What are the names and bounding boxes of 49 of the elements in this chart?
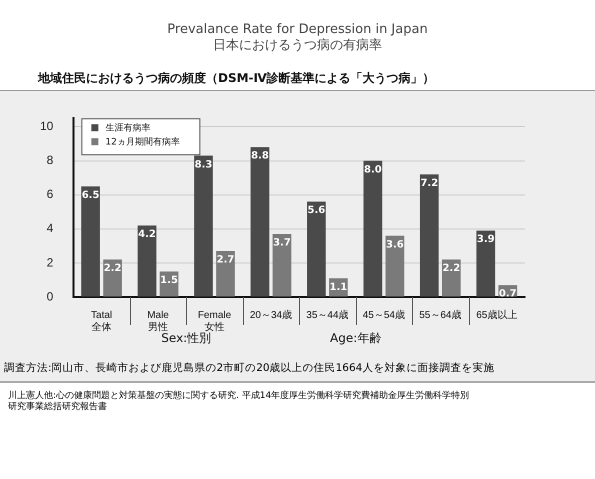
- bar: [81, 186, 100, 296]
- data-label: 7.2: [420, 178, 438, 189]
- bar: [307, 202, 326, 296]
- data-label: 3.9: [476, 234, 495, 246]
- text: Sex:性別: [161, 331, 212, 346]
- data-label: 3.7: [273, 238, 291, 249]
- bar: [442, 260, 461, 296]
- y-tick-label: 0: [46, 289, 54, 304]
- chart-subtitle: 地域住民におけるうつ病の頻度（DSM-Ⅳ診断基準による「大うつ病」）: [38, 70, 436, 87]
- x-tick-label: 35～44歳: [306, 308, 349, 321]
- data-label: 2.2: [442, 263, 460, 274]
- data-label: 2.7: [216, 254, 234, 266]
- bar: [103, 260, 122, 296]
- data-label: 6.5: [82, 190, 100, 201]
- y-tick-label: 2: [46, 255, 54, 270]
- legend-label: 12ヵ月期間有病率: [105, 136, 180, 148]
- x-tick-label: 55～64歳: [419, 308, 462, 321]
- x-tick-label: Male 男性: [147, 310, 170, 333]
- bar: [420, 174, 439, 296]
- text: 川上憲人他:心の健康問題と対策基盤の実態に関する研究. 平成14年度厚生労働科学研究費補助金厚生労働科学特別研究事業総括研究報告書: [8, 391, 470, 413]
- bar: [363, 160, 382, 296]
- data-label: 1.5: [160, 275, 178, 286]
- x-tick-label: 65歳以上: [476, 308, 518, 321]
- x-tick-label: 45～54歳: [362, 308, 405, 321]
- y-tick-label: 6: [46, 187, 54, 202]
- x-tick-label: Tatal 全体: [91, 310, 112, 333]
- data-label: 4.2: [138, 229, 156, 240]
- y-tick-label: 4: [46, 221, 54, 236]
- bar: [386, 236, 404, 296]
- bar: [250, 147, 270, 296]
- data-label: 2.2: [104, 263, 122, 274]
- bar: [138, 225, 156, 296]
- data-label: 3.6: [386, 239, 404, 250]
- data-label: 8.0: [364, 164, 382, 176]
- legend-label: 生涯有病率: [105, 122, 150, 134]
- bar: [476, 230, 496, 296]
- y-tick-label: 10: [40, 119, 54, 134]
- data-label: 1.1: [330, 282, 348, 293]
- x-tick-label: Female 女性: [198, 310, 232, 333]
- text: 調査方法:岡山市、長崎市および鹿児島県の2市町の20歳以上の住民1664人を対象に面接調査を実施: [4, 361, 496, 376]
- data-label: 8.8: [251, 150, 269, 162]
- bar: [272, 234, 292, 296]
- data-label: 8.3: [194, 159, 212, 170]
- text: Age:年齢: [330, 331, 382, 346]
- x-tick-label: 20～34歳: [250, 308, 292, 321]
- chart-title: Prevalance Rate for Depression in Japan 日本におけるうつ病の有病率: [166, 22, 429, 54]
- bar: [216, 251, 235, 296]
- y-tick-label: 8: [46, 153, 54, 168]
- data-label: 5.6: [308, 205, 326, 216]
